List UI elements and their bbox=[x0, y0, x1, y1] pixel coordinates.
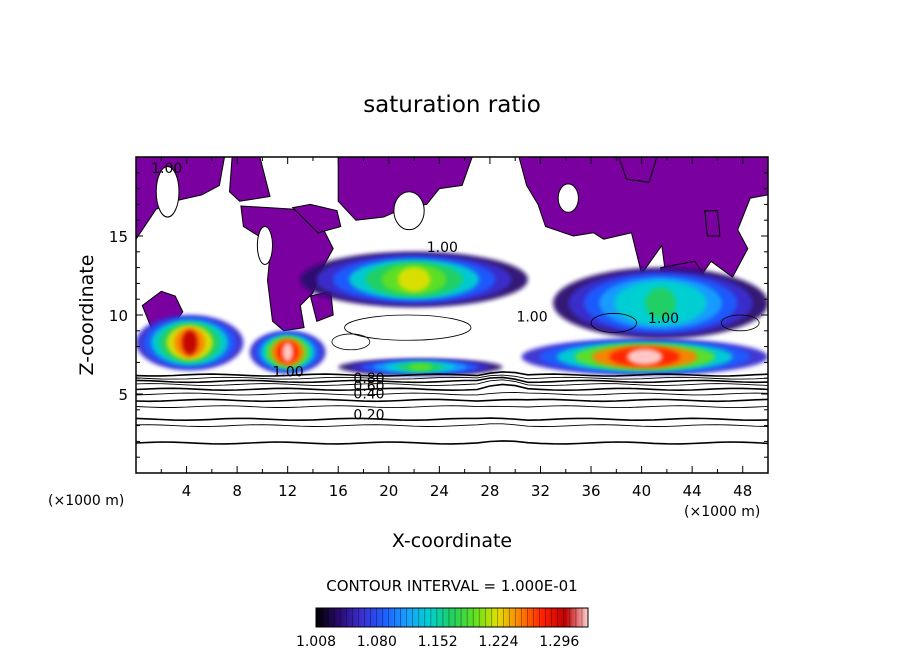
cloud-band-level bbox=[408, 363, 433, 371]
contour-label: 0.40 bbox=[353, 387, 384, 403]
x-unit-left: (×1000 m) bbox=[48, 493, 124, 509]
contour-line bbox=[136, 423, 768, 427]
contour-loop bbox=[590, 313, 637, 333]
x-tick-label: 40 bbox=[632, 482, 651, 500]
contour-line bbox=[136, 379, 768, 386]
contour-line bbox=[136, 440, 768, 445]
contour-line bbox=[136, 398, 768, 403]
cloud-band-level bbox=[645, 287, 676, 319]
contour-loop bbox=[331, 333, 371, 351]
colorbar-gradient bbox=[316, 608, 588, 627]
subsaturated-region bbox=[618, 157, 658, 183]
y-tick-label: 15 bbox=[109, 228, 128, 246]
contour-lines bbox=[136, 313, 768, 445]
y-axis-label: Z-coordinate bbox=[76, 255, 98, 376]
contour-line bbox=[136, 405, 768, 409]
contour-label: 1.00 bbox=[273, 365, 304, 381]
colorbar-tick-label: 1.224 bbox=[478, 634, 518, 650]
cloud-band-level bbox=[397, 267, 431, 292]
y-tick-label: 5 bbox=[118, 386, 128, 404]
contour-label: 0.80 bbox=[353, 371, 384, 387]
cloud-band-level bbox=[282, 342, 294, 362]
contour-loop bbox=[344, 314, 472, 341]
gap-region bbox=[393, 191, 425, 231]
x-tick-label: 4 bbox=[182, 482, 192, 500]
contour-labels: 0.20 0.400.600.80 1.00 1.00 1.00 1.00 1.00 bbox=[151, 161, 679, 423]
contour-interval-text: CONTOUR INTERVAL = 1.000E-01 bbox=[326, 577, 577, 595]
x-tick-label: 20 bbox=[379, 482, 398, 500]
contour-line bbox=[136, 376, 768, 384]
x-tick-label: 48 bbox=[733, 482, 752, 500]
gap-region bbox=[557, 183, 579, 213]
x-tick-label: 8 bbox=[232, 482, 242, 500]
chart-title: saturation ratio bbox=[363, 92, 541, 118]
contour-line bbox=[136, 371, 768, 377]
contour-line bbox=[136, 417, 768, 422]
x-unit-right: (×1000 m) bbox=[684, 504, 760, 520]
contour-loop bbox=[720, 314, 760, 332]
cloud-band-level bbox=[182, 330, 198, 355]
x-axis-label: X-coordinate bbox=[392, 530, 512, 552]
y-axis-ticks: 5 10 15 bbox=[109, 172, 768, 458]
contour-label: 1.00 bbox=[151, 161, 182, 177]
subsaturated-region bbox=[228, 157, 271, 202]
colorbar-stripes bbox=[321, 608, 583, 627]
colorbar: 1.008 1.080 1.152 1.224 1.296 bbox=[296, 607, 589, 650]
contour-label: 0.20 bbox=[353, 407, 384, 423]
colorbar-tick-labels: 1.008 1.080 1.152 1.224 1.296 bbox=[296, 634, 579, 650]
colorbar-tick-label: 1.296 bbox=[539, 634, 579, 650]
contour-label: 1.00 bbox=[427, 240, 458, 256]
cloud-band-level bbox=[627, 348, 663, 365]
colorbar-tick-label: 1.152 bbox=[418, 634, 458, 650]
contour-line bbox=[136, 383, 768, 392]
gap-region bbox=[256, 226, 274, 265]
subsaturated-region bbox=[291, 203, 342, 234]
x-tick-label: 36 bbox=[581, 482, 600, 500]
supersaturated-cloud-bands bbox=[136, 251, 768, 376]
y-tick-label: 10 bbox=[109, 307, 128, 325]
x-tick-label: 12 bbox=[278, 482, 297, 500]
x-tick-label: 24 bbox=[430, 482, 449, 500]
contour-line bbox=[136, 374, 768, 380]
contour-label: 1.00 bbox=[516, 309, 547, 325]
subsaturated-region bbox=[704, 210, 721, 237]
colorbar-tick-label: 1.008 bbox=[296, 634, 336, 650]
x-tick-label: 28 bbox=[480, 482, 499, 500]
x-tick-label: 32 bbox=[531, 482, 550, 500]
plot-area: 0.20 0.400.600.80 1.00 1.00 1.00 1.00 1.00 bbox=[136, 157, 768, 473]
subsaturated-region bbox=[518, 157, 768, 285]
x-tick-label: 44 bbox=[683, 482, 702, 500]
contour-label: 1.00 bbox=[648, 311, 679, 327]
colorbar-tick-label: 1.080 bbox=[357, 634, 397, 650]
x-axis-ticks: 4 8 12 16 20 24 28 32 36 40 44 48 bbox=[160, 157, 752, 500]
x-tick-label: 16 bbox=[329, 482, 348, 500]
contour-label: 0.60 bbox=[353, 379, 384, 395]
gap-region bbox=[155, 165, 180, 218]
colorbar-frame bbox=[315, 607, 589, 628]
contour-line bbox=[136, 391, 768, 396]
